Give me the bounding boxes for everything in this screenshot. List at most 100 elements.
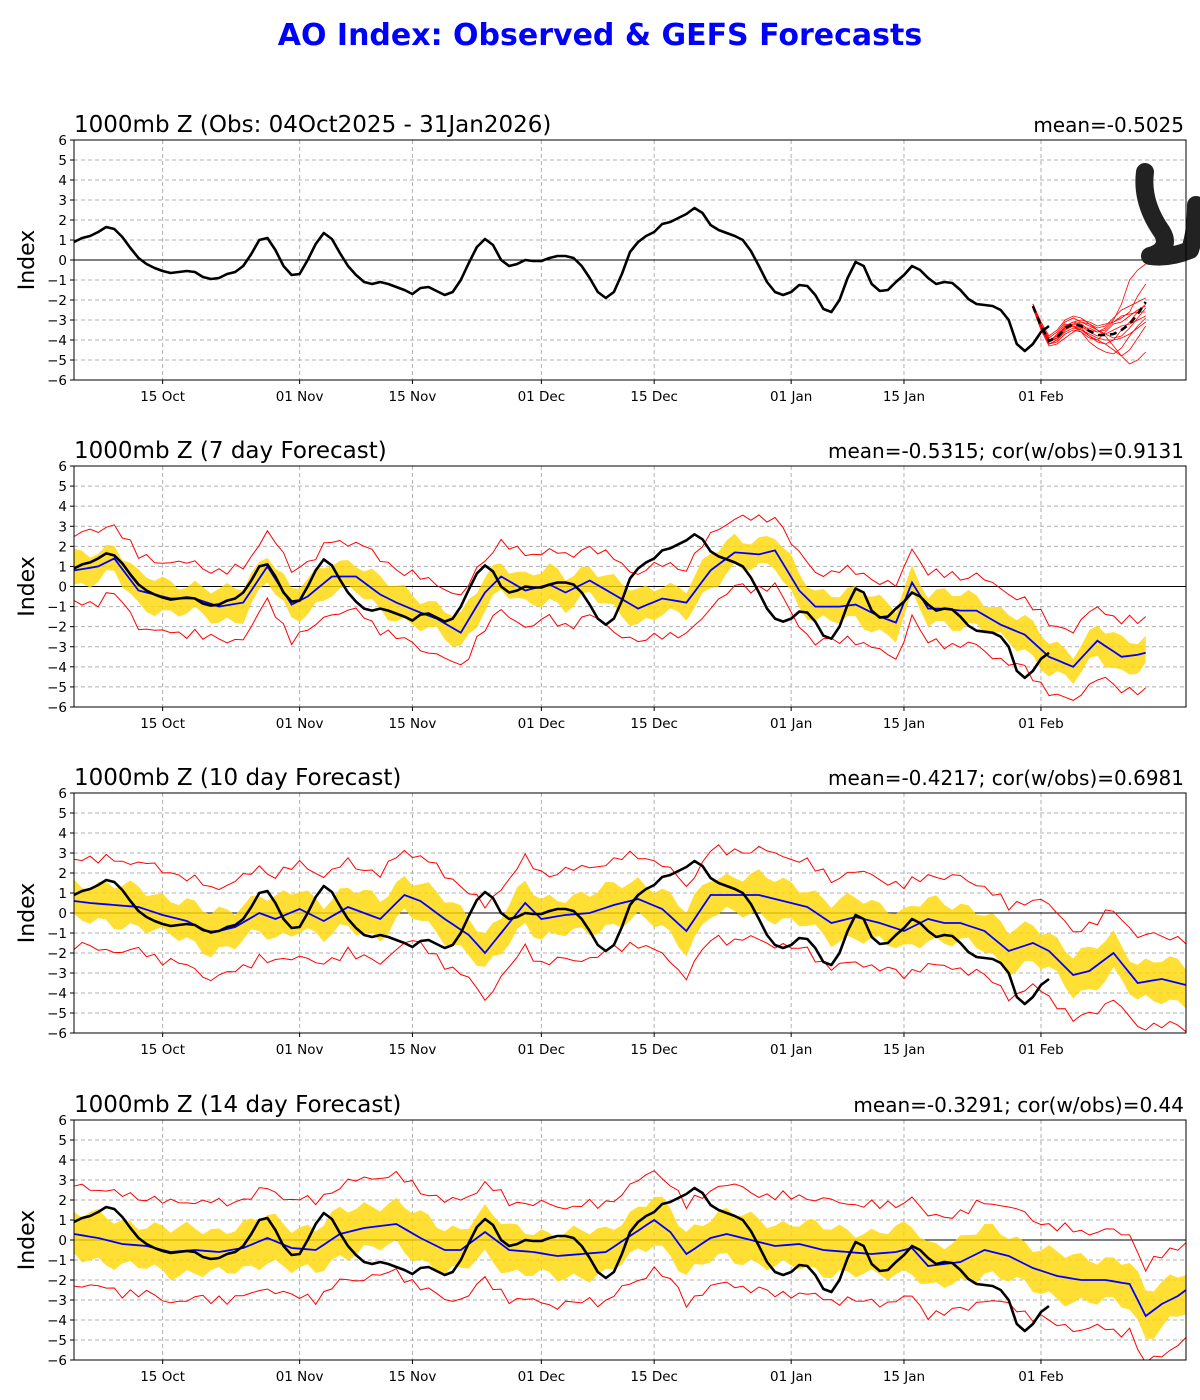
observed-line: [74, 1186, 1050, 1333]
y-axis-label: Index: [15, 556, 40, 617]
y-tick-label: −6: [47, 1353, 67, 1369]
x-tick-label: 01 Dec: [518, 1369, 566, 1385]
x-tick-label: 15 Nov: [389, 1042, 437, 1058]
y-tick-label: −5: [47, 1006, 67, 1022]
plot-area: [74, 140, 1186, 380]
ensemble-max-line: [74, 1170, 1186, 1273]
y-tick-label: −3: [47, 640, 67, 656]
panel-title: 1000mb Z (7 day Forecast): [74, 438, 387, 464]
chart-panel-2: −6 −5 −4 −3 −2 −1 0 1 2 3 4 5 6 15 Oct 01 Nov 15 Nov 01 …: [15, 438, 1187, 732]
chart-panel-4: −6 −5 −4 −3 −2 −1 0 1 2 3 4 5 6 15 Oct 01 Nov 15 Nov 01 …: [15, 1092, 1187, 1385]
x-tick-label: 01 Jan: [770, 716, 812, 732]
forecast-mean-line: [1031, 301, 1147, 343]
plot-area: [74, 1120, 1186, 1360]
x-tick-label: 15 Dec: [630, 1369, 678, 1385]
x-tick-label: 01 Nov: [276, 1369, 324, 1385]
x-tick-label: 15 Jan: [883, 1369, 925, 1385]
x-tick-label: 15 Nov: [389, 716, 437, 732]
x-tick-label: 01 Dec: [518, 1042, 566, 1058]
y-tick-label: −1: [47, 273, 67, 289]
x-tick-label: 15 Dec: [630, 1042, 678, 1058]
y-tick-label: 5: [58, 806, 67, 822]
x-tick-label: 15 Nov: [389, 1369, 437, 1385]
y-tick-label: −2: [47, 946, 67, 962]
y-tick-label: 0: [58, 580, 67, 596]
y-tick-label: 4: [58, 826, 67, 842]
x-tick-label: 15 Oct: [140, 389, 185, 405]
y-axis-label: Index: [15, 883, 40, 944]
x-tick-label: 15 Oct: [140, 716, 185, 732]
y-axis-label: Index: [15, 1210, 40, 1271]
y-tick-label: −4: [47, 986, 67, 1002]
x-tick-label: 01 Dec: [518, 389, 566, 405]
x-tick-label: 01 Jan: [770, 1369, 812, 1385]
y-tick-label: −3: [47, 966, 67, 982]
spread-band: [74, 533, 1146, 685]
y-tick-label: 2: [58, 213, 67, 229]
y-tick-label: 4: [58, 499, 67, 515]
y-tick-label: 5: [58, 153, 67, 169]
y-tick-label: 0: [58, 1233, 67, 1249]
panel-stat: mean=-0.5315; cor(w/obs)=0.9131: [828, 439, 1184, 463]
ensemble-member-line: [1032, 303, 1147, 339]
y-tick-label: 1: [58, 886, 67, 902]
y-tick-label: 2: [58, 1193, 67, 1209]
x-tick-label: 01 Feb: [1018, 1042, 1063, 1058]
ensemble-member-line: [1032, 303, 1146, 345]
y-tick-label: −4: [47, 660, 67, 676]
plot-area: [74, 793, 1186, 1033]
y-tick-label: −5: [47, 680, 67, 696]
observed-line: [74, 206, 1050, 353]
y-tick-label: 1: [58, 233, 67, 249]
y-tick-label: 4: [58, 1153, 67, 1169]
y-tick-label: −4: [47, 1313, 67, 1329]
y-tick-label: 0: [58, 253, 67, 269]
main-title: AO Index: Observed & GEFS Forecasts: [277, 18, 923, 53]
observed-line: [74, 859, 1050, 1006]
y-tick-label: 6: [58, 786, 67, 802]
y-tick-label: 6: [58, 1113, 67, 1129]
panel-stat: mean=-0.3291; cor(w/obs)=0.44: [853, 1093, 1184, 1117]
y-tick-label: −1: [47, 600, 67, 616]
y-tick-label: −5: [47, 353, 67, 369]
y-tick-label: −3: [47, 1293, 67, 1309]
x-tick-label: 01 Nov: [276, 1042, 324, 1058]
spread-band: [74, 869, 1186, 1009]
y-tick-label: −2: [47, 620, 67, 636]
plot-area: [74, 466, 1186, 707]
panel-title: 1000mb Z (10 day Forecast): [74, 765, 401, 791]
y-tick-label: 3: [58, 1173, 67, 1189]
ensemble-member-line: [1032, 305, 1146, 345]
y-tick-label: −1: [47, 1253, 67, 1269]
y-tick-label: 5: [58, 479, 67, 495]
y-tick-label: 6: [58, 133, 67, 149]
y-tick-label: −3: [47, 313, 67, 329]
y-tick-label: −6: [47, 700, 67, 716]
y-tick-label: 3: [58, 519, 67, 535]
x-tick-label: 15 Jan: [883, 389, 925, 405]
x-tick-label: 01 Jan: [770, 389, 812, 405]
x-tick-label: 15 Dec: [630, 389, 678, 405]
observed-line: [74, 532, 1050, 680]
x-tick-label: 01 Feb: [1018, 389, 1063, 405]
y-tick-label: −2: [47, 293, 67, 309]
chart-panel-1: −6 −5 −4 −3 −2 −1 0 1 2 3 4 5 6 15 Oct 01 Nov 15 Nov 01 …: [15, 112, 1200, 405]
ensemble-min-line: [74, 1265, 1186, 1360]
x-tick-label: 15 Oct: [140, 1042, 185, 1058]
y-tick-label: −4: [47, 333, 67, 349]
ensemble-member-line: [1032, 307, 1146, 347]
y-tick-label: 1: [58, 1213, 67, 1229]
x-tick-label: 01 Jan: [770, 1042, 812, 1058]
ensemble-mean-line: [74, 1218, 1186, 1318]
ensemble-mean-line: [74, 549, 1146, 668]
y-tick-label: −6: [47, 1026, 67, 1042]
y-tick-label: −2: [47, 1273, 67, 1289]
x-tick-label: 15 Dec: [630, 716, 678, 732]
y-tick-label: 3: [58, 846, 67, 862]
y-tick-label: 0: [58, 906, 67, 922]
ensemble-max-line: [74, 844, 1186, 945]
y-tick-label: −6: [47, 373, 67, 389]
y-tick-label: −5: [47, 1333, 67, 1349]
y-tick-label: 5: [58, 1133, 67, 1149]
